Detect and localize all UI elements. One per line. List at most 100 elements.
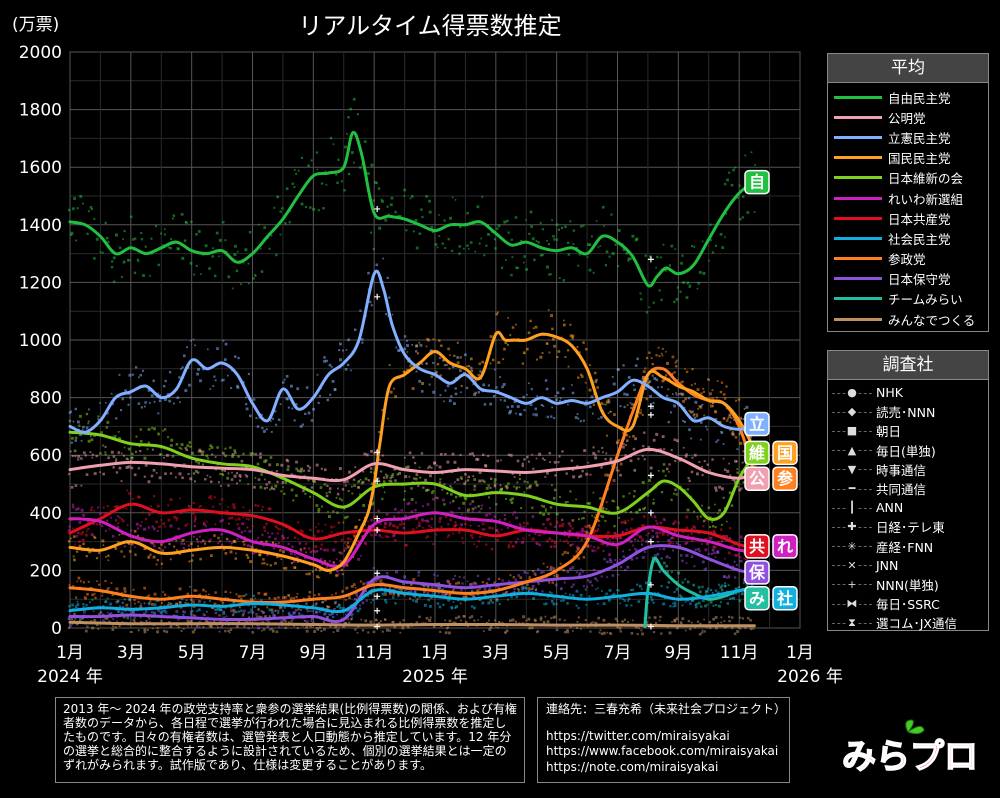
poll-point (516, 481, 519, 484)
poll-point (684, 629, 687, 632)
poll-point (555, 628, 559, 632)
poll-point (308, 466, 312, 469)
contact-link-note[interactable]: https://note.com/miraisyakai (546, 759, 719, 774)
poll-point (286, 398, 289, 401)
poll-point (323, 483, 326, 486)
poll-point (693, 565, 696, 568)
poll-point (268, 628, 271, 631)
poll-point (271, 532, 274, 535)
poll-point (69, 450, 72, 453)
poll-point (106, 588, 109, 592)
poll-point (456, 356, 460, 359)
poll-point (571, 527, 574, 530)
poll-point (489, 625, 493, 629)
poll-point (139, 524, 142, 528)
poll-point (667, 529, 670, 532)
poll-point (593, 529, 596, 532)
series-line-社会民主党 (68, 587, 756, 614)
poll-point (629, 402, 632, 404)
poll-point (214, 611, 218, 615)
legend-line-swatch (834, 216, 882, 220)
poll-point (578, 572, 582, 576)
poll-point (478, 362, 482, 365)
poll-point (104, 451, 107, 454)
poll-point (519, 524, 522, 527)
poll-point (312, 479, 315, 483)
poll-point (561, 522, 565, 526)
poll-point (522, 395, 526, 399)
poll-point (535, 457, 538, 460)
poll-point (592, 451, 596, 455)
poll-point (738, 555, 740, 558)
poll-point (485, 486, 489, 490)
poll-point (522, 537, 525, 540)
poll-point (191, 630, 195, 634)
poll-point (667, 581, 671, 584)
poll-point (596, 546, 600, 550)
poll-point (330, 525, 334, 529)
poll-point (685, 526, 689, 530)
poll-point (129, 396, 132, 399)
poll-point (418, 524, 421, 528)
poll-point (725, 212, 728, 215)
poll-point (699, 438, 702, 441)
poll-point (716, 551, 720, 555)
poll-point (625, 433, 629, 437)
end-label-text: 自 (749, 173, 765, 192)
poll-point (563, 319, 565, 322)
poll-point (263, 562, 266, 565)
poll-point (277, 611, 280, 614)
contact-link-facebook[interactable]: https://www.facebook.com/miraisyakai (546, 744, 779, 758)
poll-point (750, 584, 754, 587)
poll-point (572, 519, 575, 522)
poll-point (606, 576, 609, 579)
contact-link-twitter[interactable]: https://twitter.com/miraisyakai (546, 728, 730, 743)
poll-point (507, 545, 511, 549)
poll-point (274, 484, 278, 488)
poll-point (689, 284, 692, 287)
poll-point (436, 464, 438, 467)
poll-point (345, 543, 348, 547)
poll-point (572, 583, 575, 586)
poll-point (575, 550, 578, 553)
poll-point (548, 452, 551, 455)
poll-point (726, 576, 729, 579)
poll-point (221, 624, 224, 627)
poll-point (409, 597, 412, 600)
poll-point (80, 484, 83, 487)
poll-point (374, 579, 378, 583)
poll-point (681, 380, 684, 383)
poll-point (673, 300, 676, 304)
poll-point (622, 620, 625, 623)
poll-point (157, 412, 160, 415)
poll-point (640, 298, 643, 301)
poll-point (231, 287, 234, 290)
poll-point (545, 387, 549, 391)
poll-point (208, 267, 211, 270)
poll-point (425, 488, 429, 492)
poll-point (292, 559, 296, 563)
poll-point (259, 456, 262, 459)
poll-point (605, 508, 608, 511)
poll-point (478, 471, 482, 474)
poll-point (372, 199, 375, 202)
poll-point (79, 195, 83, 198)
poll-point (398, 348, 402, 352)
poll-point (601, 451, 604, 454)
poll-point (325, 492, 328, 494)
poll-point (489, 486, 492, 489)
poll-point (153, 592, 157, 596)
poll-point (344, 484, 347, 487)
poll-point (70, 231, 74, 235)
poll-point (531, 506, 534, 509)
poll-point (378, 580, 381, 583)
poll-point (579, 420, 582, 423)
poll-point (513, 485, 515, 488)
poll-point (727, 584, 730, 587)
poll-point (434, 371, 438, 375)
poll-point (580, 373, 583, 376)
legend-average-item: 参政党 (828, 249, 988, 269)
poll-point (228, 540, 231, 543)
end-label-box (772, 440, 798, 466)
poll-point (202, 613, 206, 616)
